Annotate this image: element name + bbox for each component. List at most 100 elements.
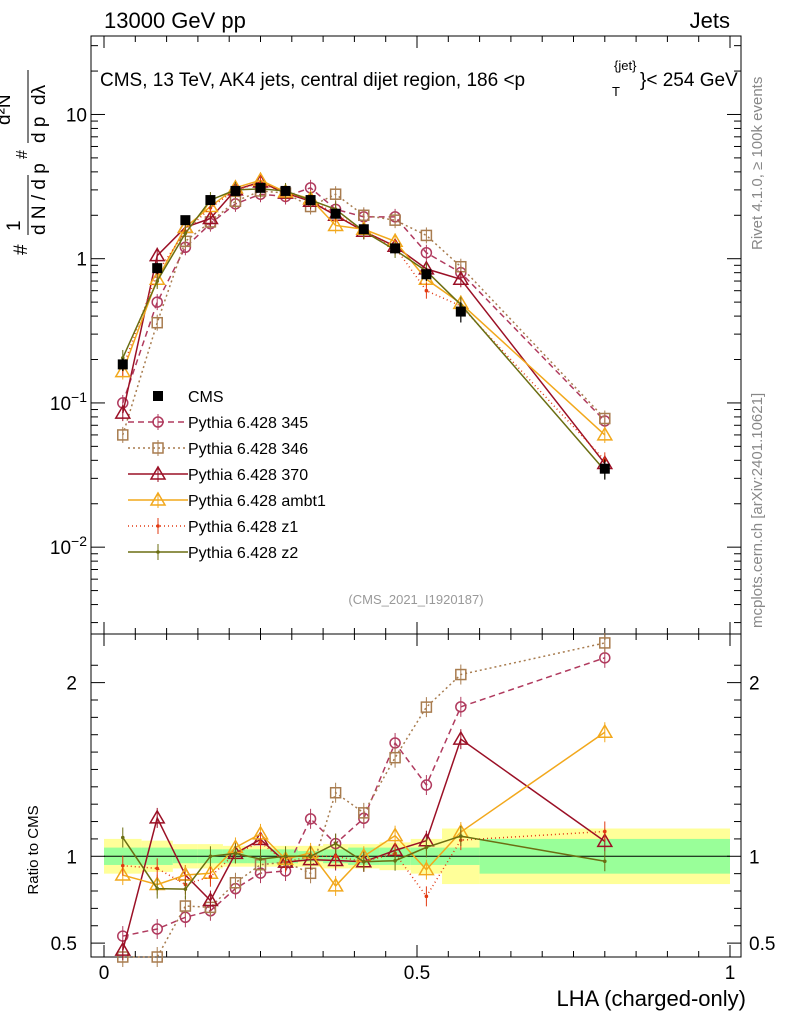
ratio-line-346 [122,642,605,958]
data-point [599,463,610,474]
data-point [358,224,369,235]
svg-text:d N / d p: d N / d p [29,163,50,235]
series-point-346 [420,229,433,242]
ratio-frame [90,633,742,958]
ratio-point-370 [114,941,132,956]
ratio-point-z1 [120,863,125,868]
mcplots-label: mcplots.cern.ch [arXiv:2401.10621] [749,393,766,628]
ratio-point-346 [358,807,370,819]
data-point [390,243,401,254]
main-panel: 10−2 10−1 1 10 [50,35,742,635]
ratio-y-tick-label: 1 [66,847,77,868]
ratio-point-ambt1 [596,723,614,738]
series-line-370 [122,181,606,465]
series-point-z2 [120,356,125,360]
ratio-point-346 [455,668,467,681]
series-point-z2 [155,279,160,283]
data-point [180,215,191,226]
legend-label: Pythia 6.428 346 [188,441,308,458]
x-tick-label: 0 [99,963,110,984]
data-point [255,182,266,193]
ratio-point-370 [202,892,219,907]
ratio-point-346 [420,701,433,713]
data-point [421,269,432,280]
ratio-point-z2 [603,859,607,864]
series-point-ambt1 [327,216,344,232]
ratio-point-346 [229,877,242,889]
ratio-point-ambt1 [386,827,404,842]
series-point-370 [148,247,166,262]
ratio-point-z1 [208,874,213,879]
header-right: Jets [690,8,730,33]
ratio-point-346 [389,751,401,764]
series-point-ambt1 [114,363,132,378]
svg-text:d p: d p [29,117,50,143]
ratio-point-ambt1 [327,877,344,892]
ratio-point-370 [596,832,614,848]
ratio-point-z2 [424,845,429,850]
svg-text:CMS, 13 TeV, AK4 jets, central: CMS, 13 TeV, AK4 jets, central dijet reg… [100,70,525,91]
ratio-point-z2 [120,835,125,840]
ratio-point-346 [179,900,192,912]
series-point-346 [329,188,342,200]
ratio-y-tick-label-right: 1 [749,847,760,868]
ratio-point-z2 [183,887,188,891]
ratio-point-345 [455,701,467,713]
ratio-point-z2 [308,854,313,859]
series-point-346 [151,316,163,329]
data-point [330,208,341,219]
svg-text:T: T [612,84,620,99]
ratio-point-z2 [283,854,288,859]
y-tick-label: 10−2 [50,533,87,559]
ratio-point-345 [151,923,163,935]
series-point-346 [389,214,401,226]
series-point-z1 [424,288,429,293]
ratio-point-z2 [258,857,263,861]
ratio-point-z2 [361,859,366,864]
series-line-z1 [122,182,606,461]
y-tick-label: 10 [66,105,87,126]
data-point [230,185,241,196]
ratio-line-z2 [122,835,605,890]
series-point-346 [599,412,611,425]
data-point [117,359,128,370]
series-point-346 [117,429,129,441]
data-point [152,263,163,274]
svg-text:#: # [11,244,32,255]
data-point [305,195,316,206]
svg-text:dλ: dλ [29,84,50,105]
series-point-346 [358,209,370,222]
legend-label: Pythia 6.428 z1 [188,519,298,536]
series-point-370 [114,404,132,419]
series-point-z2 [183,231,188,236]
series-point-345 [420,246,433,259]
legend-marker [153,391,163,401]
ratio-point-ambt1 [418,861,435,876]
series-point-ambt1 [596,426,614,441]
ratio-point-z2 [393,858,397,863]
legend-label: Pythia 6.428 ambt1 [188,493,326,510]
y-tick-label: 10−1 [50,389,87,415]
data-point [205,195,216,206]
legend-marker [156,524,160,528]
ratio-panel: 0 0.5 1 0.5 0.5 1 1 2 2 [51,36,775,984]
data-point [280,185,291,196]
legend-label: Pythia 6.428 370 [188,467,308,484]
ratio-point-346 [151,951,163,963]
series-point-370 [202,210,219,225]
legend: CMS Pythia 6.428 345 Pythia 6.428 346 Pythi… [128,389,326,562]
ratio-point-z2 [208,854,213,859]
x-axis-label: LHA (charged-only) [556,986,746,1011]
legend-marker [156,550,160,554]
ratio-y-tick-label: 0.5 [51,934,77,955]
ratio-line-345 [122,657,606,937]
ratio-point-346 [329,786,342,799]
ratio-point-z2 [333,841,338,846]
legend-label: Pythia 6.428 345 [188,415,308,432]
legend-label: CMS [188,389,224,406]
ratio-point-z2 [233,851,238,856]
ratio-y-tick-label: 2 [66,674,77,695]
main-y-axis-label: # 1 d N / d p # d²N d p dλ [0,70,50,255]
ratio-point-z1 [603,829,607,834]
